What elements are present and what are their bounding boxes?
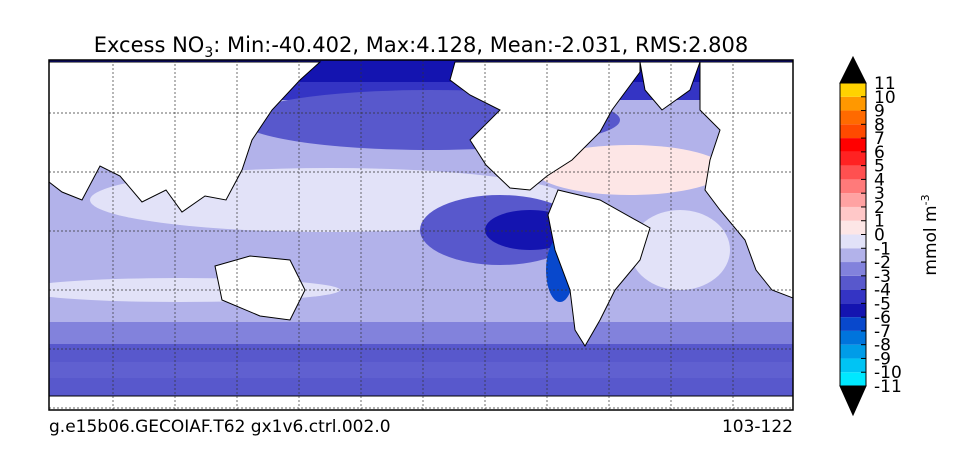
colorbar-extend-max (839, 55, 867, 84)
colorbar-swatch (840, 234, 866, 249)
land (49, 395, 793, 410)
colorbar-tick-label: -11 (874, 377, 902, 397)
footer-left: g.e15b06.GECOIAF.T62 gx1v6.ctrl.002.0 (49, 417, 391, 437)
colorbar-swatch (840, 193, 866, 207)
colorbar-tick-label: 0 (874, 226, 885, 246)
colorbar-tick-label: 3 (874, 184, 885, 204)
colorbar-label-text: mmol m (921, 205, 941, 275)
colorbar-swatch (840, 289, 866, 304)
title-prefix: Excess NO (94, 33, 205, 57)
colorbar-tick-label: 8 (874, 115, 885, 135)
colorbar-swatch (840, 124, 866, 139)
colorbar-tick-label: 5 (874, 157, 885, 177)
colorbar-swatch (840, 248, 866, 263)
colorbar-tick-label: -1 (874, 239, 891, 259)
colorbar-tick-label: -8 (874, 336, 891, 356)
colorbar-tick-label: -9 (874, 349, 891, 369)
colorbar-tick-label: 11 (874, 74, 896, 94)
land (214, 255, 306, 321)
colorbar-tick-label: 10 (874, 88, 896, 108)
colorbar-extend-min (839, 385, 867, 417)
title: Excess NO3: Min:-40.402, Max:4.128, Mean… (94, 33, 749, 61)
title-subscript: 3 (204, 45, 213, 61)
colorbar-swatch (840, 317, 866, 331)
colorbar-label-superscript: -3 (919, 194, 932, 205)
colorbar-tick-label: 2 (874, 198, 885, 218)
land (639, 61, 701, 111)
colorbar-swatch (840, 151, 866, 166)
ocean-band (535, 145, 725, 195)
colorbar-tick-label: 4 (874, 170, 885, 190)
colorbar-swatch (840, 330, 866, 345)
graticule (49, 60, 793, 410)
colorbar-swatch (840, 96, 866, 111)
colorbar-swatch (840, 358, 866, 373)
colorbar-swatch (840, 179, 866, 194)
colorbar-tick-label: -4 (874, 281, 891, 301)
colorbar-swatch (840, 83, 866, 97)
colorbar-tick-label: -2 (874, 253, 891, 273)
ocean-band (630, 210, 730, 290)
colorbar-tick-label: -5 (874, 294, 891, 314)
land (547, 189, 651, 347)
colorbar-swatch (840, 275, 866, 290)
colorbar-swatch (840, 220, 866, 235)
colorbar-swatch (840, 138, 866, 152)
footer-right: 103-122 (722, 417, 793, 437)
title-stats: : Min:-40.402, Max:4.128, Mean:-2.031, R… (213, 33, 748, 57)
land (49, 61, 322, 213)
colorbar-swatch (840, 372, 866, 386)
colorbar-swatch (840, 206, 866, 221)
colorbar-tick-label: -10 (874, 363, 902, 383)
colorbar-tick-label: 7 (874, 129, 885, 149)
colorbar-tick-label: 9 (874, 102, 885, 122)
colorbar-tick-label: 6 (874, 143, 885, 163)
colorbar-tick-label: -3 (874, 267, 891, 287)
map-frame (48, 59, 794, 411)
ocean-band (49, 322, 793, 344)
colorbar-swatch (840, 110, 866, 125)
colorbar-tick-label: -7 (874, 322, 891, 342)
colorbar-swatch (840, 262, 866, 276)
ocean-band (49, 362, 793, 378)
map (48, 59, 794, 411)
colorbar-label: mmol m-3 (919, 194, 941, 275)
land (699, 61, 793, 299)
colorbar-tick-label: 1 (874, 212, 885, 232)
colorbar-swatch (840, 344, 866, 359)
land (449, 61, 641, 191)
colorbar-swatch (840, 165, 866, 180)
colorbar-tick-label: -6 (874, 308, 891, 328)
colorbar-swatch (840, 303, 866, 318)
